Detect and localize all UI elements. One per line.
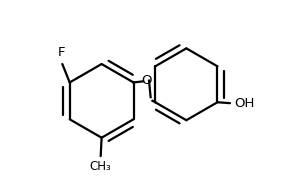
Text: F: F xyxy=(58,46,65,59)
Text: OH: OH xyxy=(234,97,254,110)
Text: CH₃: CH₃ xyxy=(90,160,112,173)
Text: O: O xyxy=(141,74,151,88)
